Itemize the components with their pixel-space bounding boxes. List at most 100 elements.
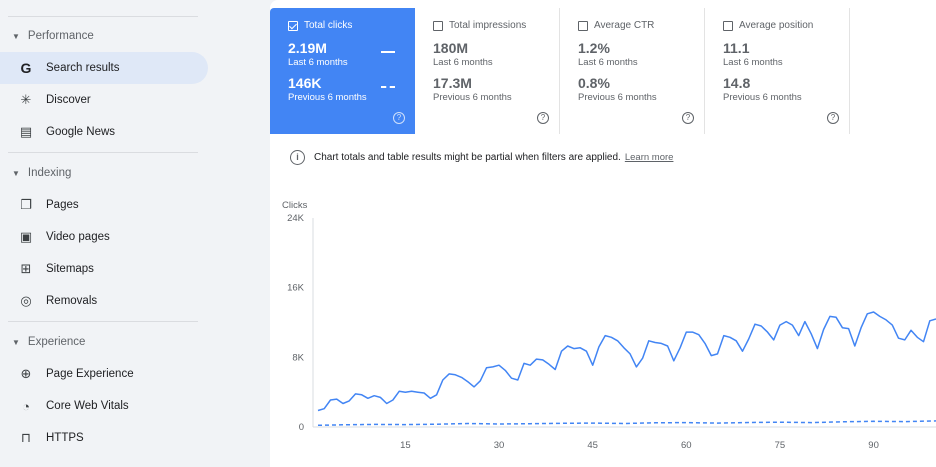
gauge-icon: ◔ <box>22 398 30 414</box>
sidebar-item-core-web-vitals[interactable]: ◔ Core Web Vitals <box>0 390 208 422</box>
metric-checkbox[interactable] <box>578 20 588 31</box>
y-tick-label: 8K <box>292 352 304 363</box>
eye-off-icon: ◎ <box>20 293 32 308</box>
x-tick-label: 90 <box>868 440 879 451</box>
help-icon[interactable]: ? <box>682 112 694 124</box>
sidebar-nav: ▼ Performance G Search results ✳ Discover ▤ Goo… <box>0 0 208 467</box>
clicks-chart-svg: Clicks 24K 16K 8K 0 15 30 45 60 75 90 <box>282 200 936 451</box>
caret-down-icon: ▼ <box>12 168 20 178</box>
video-pages-icon: ▣ <box>19 229 33 244</box>
sidebar-top-divider <box>8 16 198 17</box>
caret-down-icon: ▼ <box>12 337 20 347</box>
legend-solid-line-icon <box>381 51 395 53</box>
info-text: Chart totals and table results might be … <box>314 152 621 163</box>
metric-cards: Total clicks 2.19M Last 6 months 146K Previo… <box>270 8 850 134</box>
metric-label: Total impressions <box>449 20 527 31</box>
sidebar-item-sitemaps[interactable]: ⊞ Sitemaps <box>0 253 208 285</box>
help-icon[interactable]: ? <box>537 112 549 124</box>
sidebar-item-label: Google News <box>46 126 116 138</box>
metric-checkbox[interactable] <box>288 20 298 31</box>
metric-period-current: Last 6 months <box>723 57 783 68</box>
metric-period-previous: Previous 6 months <box>578 92 657 103</box>
metric-period-previous: Previous 6 months <box>288 92 367 103</box>
sidebar-section-title: Experience <box>27 336 86 348</box>
asterisk-icon: ✳ <box>20 92 32 107</box>
sidebar-item-label: Removals <box>46 295 98 307</box>
metric-card-total-clicks[interactable]: Total clicks 2.19M Last 6 months 146K Previo… <box>270 8 415 134</box>
metric-value-previous: 0.8% <box>578 75 610 91</box>
metric-header: Average position <box>723 20 831 31</box>
x-tick-label: 75 <box>775 440 786 451</box>
performance-panel: Total clicks 2.19M Last 6 months 146K Previo… <box>270 0 936 467</box>
sidebar-item-label: HTTPS <box>46 432 84 444</box>
help-icon[interactable]: ? <box>393 112 405 124</box>
filter-info-notice: i Chart totals and table results might b… <box>290 150 673 165</box>
sidebar-divider <box>8 321 198 322</box>
sidebar-item-label: Core Web Vitals <box>46 400 129 412</box>
metric-period-current: Last 6 months <box>433 57 493 68</box>
metric-checkbox[interactable] <box>723 20 733 31</box>
series-previous-period-line <box>317 420 936 427</box>
metric-card-average-ctr[interactable]: Average CTR 1.2% Last 6 months 0.8% Previous… <box>560 8 705 134</box>
series-last-6-months-line <box>317 311 936 412</box>
metric-header: Total clicks <box>288 20 397 31</box>
metric-header: Total impressions <box>433 20 541 31</box>
info-icon: i <box>290 150 305 165</box>
x-tick-label: 15 <box>400 440 411 451</box>
plus-circle-icon: ⊕ <box>20 366 32 381</box>
metric-checkbox[interactable] <box>433 20 443 31</box>
metric-label: Total clicks <box>304 20 353 31</box>
sidebar-section-indexing[interactable]: ▼ Indexing <box>0 157 208 189</box>
metric-value-previous: 146K <box>288 75 322 91</box>
news-icon: ▤ <box>19 124 33 139</box>
legend-dashed-line-icon <box>381 86 395 88</box>
pages-icon: ❐ <box>20 197 32 212</box>
sidebar-item-removals[interactable]: ◎ Removals <box>0 285 208 317</box>
sidebar-item-google-news[interactable]: ▤ Google News <box>0 116 208 148</box>
learn-more-link[interactable]: Learn more <box>624 152 674 163</box>
y-tick-label: 16K <box>287 283 305 294</box>
y-tick-label: 0 <box>299 422 304 433</box>
metric-value-current: 2.19M <box>288 40 327 56</box>
sidebar-section-experience[interactable]: ▼ Experience <box>0 326 208 358</box>
sidebar-item-label: Page Experience <box>46 368 134 380</box>
metric-header: Average CTR <box>578 20 686 31</box>
metric-value-current: 180M <box>433 40 469 56</box>
sidebar-section-title: Indexing <box>27 167 72 179</box>
sidebar-item-pages[interactable]: ❐ Pages <box>0 189 208 221</box>
clicks-chart: Clicks 24K 16K 8K 0 15 30 45 60 75 90 <box>270 195 936 467</box>
metric-value-current: 1.2% <box>578 40 610 56</box>
help-icon[interactable]: ? <box>827 112 839 124</box>
sidebar-section-title: Performance <box>27 30 94 42</box>
caret-down-icon: ▼ <box>12 31 20 41</box>
x-tick-label: 30 <box>494 440 505 451</box>
sidebar-item-label: Sitemaps <box>46 263 94 275</box>
sidebar-item-label: Pages <box>46 199 79 211</box>
sidebar-item-https[interactable]: ⊓ HTTPS <box>0 422 208 454</box>
sidebar-item-search-results[interactable]: G Search results <box>0 52 208 84</box>
metric-card-average-position[interactable]: Average position 11.1 Last 6 months 14.8 Pre… <box>705 8 850 134</box>
sidebar-item-label: Discover <box>46 94 91 106</box>
metric-period-previous: Previous 6 months <box>433 92 512 103</box>
y-tick-label: 24K <box>287 213 305 224</box>
metric-period-current: Last 6 months <box>288 57 348 68</box>
lock-icon: ⊓ <box>20 430 32 445</box>
sitemap-icon: ⊞ <box>20 261 32 276</box>
google-g-icon: G <box>20 60 32 76</box>
sidebar-item-page-experience[interactable]: ⊕ Page Experience <box>0 358 208 390</box>
sidebar-item-discover[interactable]: ✳ Discover <box>0 84 208 116</box>
x-tick-label: 60 <box>681 440 692 451</box>
metric-period-current: Last 6 months <box>578 57 638 68</box>
metric-period-previous: Previous 6 months <box>723 92 802 103</box>
metric-value-previous: 17.3M <box>433 75 472 91</box>
metric-label: Average position <box>739 20 814 31</box>
sidebar-item-video-pages[interactable]: ▣ Video pages <box>0 221 208 253</box>
sidebar-section-performance[interactable]: ▼ Performance <box>0 20 208 52</box>
sidebar-divider <box>8 152 198 153</box>
metric-value-previous: 14.8 <box>723 75 751 91</box>
metric-card-total-impressions[interactable]: Total impressions 180M Last 6 months 17.3M P… <box>415 8 560 134</box>
sidebar-item-label: Search results <box>46 62 120 74</box>
y-axis-label: Clicks <box>282 200 308 211</box>
metric-label: Average CTR <box>594 20 655 31</box>
x-tick-label: 45 <box>587 440 598 451</box>
